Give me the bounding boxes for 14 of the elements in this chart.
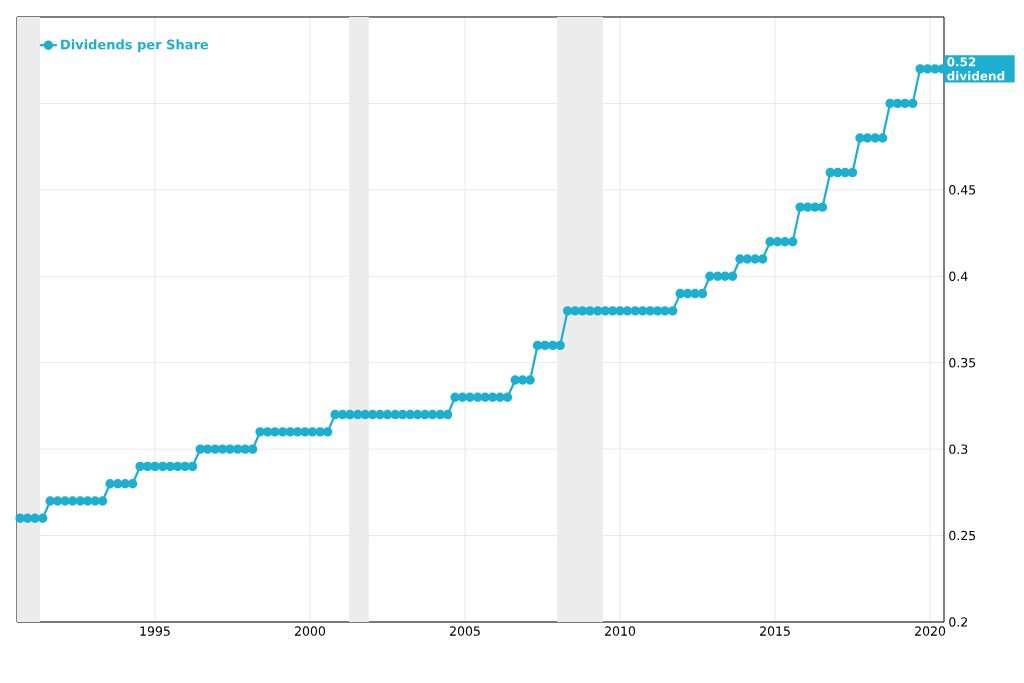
y-tick-label: 0.3 [949, 444, 968, 454]
x-tick-label: 2015 [760, 626, 790, 636]
x-tick-label: 2005 [450, 626, 480, 636]
y-tick-label: 0.25 [949, 530, 976, 541]
annotation: 0.52 dividend [947, 57, 1005, 81]
x-tick-label: 2010 [605, 626, 636, 636]
x-tick-label: 2000 [295, 626, 326, 636]
x-tick-label: 1995 [140, 626, 170, 636]
y-tick-label: 0.35 [949, 357, 976, 368]
y-tick-label: 0.45 [949, 185, 976, 195]
legend-label: Dividends per Share [61, 39, 209, 52]
x-tick-label: 2020 [915, 626, 946, 636]
y-tick-label: 0.2 [949, 617, 967, 627]
y-tick-label: 0.4 [949, 271, 968, 281]
